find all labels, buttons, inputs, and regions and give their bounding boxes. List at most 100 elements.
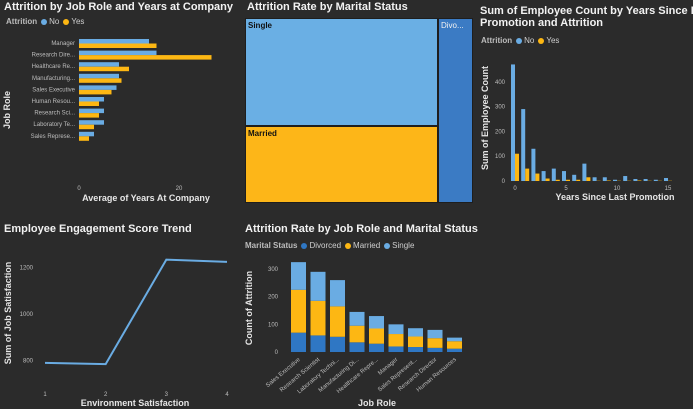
bar-yes bbox=[576, 179, 581, 181]
category-label: Laboratory Te... bbox=[33, 122, 75, 128]
panel1-title: Attrition by Job Role and Years at Compa… bbox=[4, 1, 234, 13]
y-tick: 0 bbox=[502, 179, 506, 185]
bar-divorced bbox=[349, 342, 365, 352]
bar-yes bbox=[566, 179, 570, 181]
y-tick: 100 bbox=[495, 154, 506, 160]
bar-divorced bbox=[330, 336, 345, 352]
bar-yes bbox=[535, 173, 540, 181]
treemap-divorced-label: Divo... bbox=[441, 21, 464, 30]
bar-no bbox=[633, 179, 638, 181]
x-tick: 5 bbox=[564, 186, 568, 192]
bar-yes bbox=[79, 136, 89, 141]
y-axis-label: Job Role bbox=[2, 91, 12, 129]
y-tick: 100 bbox=[268, 322, 279, 328]
bar-no bbox=[531, 148, 536, 181]
treemap-single[interactable]: Single bbox=[245, 18, 438, 126]
x-tick: 3 bbox=[165, 392, 169, 398]
bar-no bbox=[613, 179, 617, 181]
panel1-legend-title: Attrition bbox=[6, 17, 38, 26]
bar-no bbox=[79, 85, 117, 90]
legend-yes[interactable]: Yes bbox=[63, 17, 84, 26]
trend-line bbox=[44, 258, 228, 366]
bar-married bbox=[369, 328, 384, 344]
legend-married[interactable]: Married bbox=[345, 241, 380, 250]
x-axis-label: Environment Satisfaction bbox=[81, 398, 190, 408]
x-tick: 15 bbox=[665, 186, 672, 192]
bar-divorced bbox=[427, 347, 443, 352]
treemap-married-label: Married bbox=[248, 129, 277, 138]
x-axis-label: Job Role bbox=[358, 398, 396, 408]
bar-no bbox=[643, 179, 648, 181]
panel5-title: Attrition Rate by Job Role and Marital S… bbox=[245, 223, 478, 235]
y-axis-label: Sum of Job Satisfaction bbox=[3, 262, 13, 365]
x-axis-label: Average of Years At Company bbox=[82, 193, 210, 203]
bar-married bbox=[291, 289, 306, 333]
panel5-legend-title: Marital Status bbox=[245, 241, 298, 250]
bar-yes bbox=[586, 177, 591, 181]
legend-divorced[interactable]: Divorced bbox=[301, 241, 341, 250]
bar-no bbox=[562, 171, 566, 181]
bar-divorced bbox=[447, 348, 462, 352]
panel3-legend-title: Attrition bbox=[481, 36, 513, 45]
y-tick: 300 bbox=[268, 267, 279, 273]
panel-attrition-by-job-role: Attrition by Job Role and Years at Compa… bbox=[0, 0, 238, 205]
bar-divorced bbox=[408, 347, 423, 352]
panel4-chart: 800 1000 1200 1 2 3 4 Environment Satisfaction S… bbox=[3, 258, 229, 408]
legend-single[interactable]: Single bbox=[384, 241, 414, 250]
y-tick: 300 bbox=[495, 105, 506, 111]
bar-single bbox=[349, 311, 365, 326]
bar-divorced bbox=[388, 346, 404, 352]
bar-married bbox=[408, 336, 423, 348]
panel-marital-treemap: Attrition Rate by Marital Status Single … bbox=[243, 0, 475, 205]
bar-no bbox=[623, 176, 628, 181]
category-label: Research Dire... bbox=[32, 53, 76, 59]
bar-no bbox=[79, 39, 149, 44]
bar-yes bbox=[545, 178, 550, 181]
bar-yes bbox=[79, 43, 157, 48]
bar-single bbox=[330, 280, 345, 307]
legend-no[interactable]: No bbox=[516, 36, 534, 45]
bar-yes bbox=[79, 66, 129, 72]
bar-divorced bbox=[291, 332, 306, 352]
bar-no bbox=[79, 50, 157, 56]
x-tick: 4 bbox=[225, 392, 229, 398]
bar-single bbox=[408, 328, 423, 337]
y-tick: 0 bbox=[275, 350, 279, 356]
panel3-legend: Attrition No Yes bbox=[481, 36, 559, 45]
bar-no bbox=[572, 174, 577, 181]
bar-no bbox=[602, 177, 607, 181]
bar-no bbox=[79, 97, 104, 102]
bar-married bbox=[330, 306, 345, 337]
x-tick: 1 bbox=[43, 392, 47, 398]
panel-role-marital-stacked: Attrition Rate by Job Role and Marital S… bbox=[240, 218, 478, 409]
panel2-title: Attrition Rate by Marital Status bbox=[247, 1, 408, 13]
bar-yes bbox=[525, 168, 530, 181]
panel1-legend: Attrition No Yes bbox=[6, 17, 84, 26]
panel3-title-line1: Sum of Employee Count by Years Since Las… bbox=[480, 5, 693, 17]
bar-single bbox=[310, 271, 326, 301]
category-label: Human Resou... bbox=[32, 99, 76, 105]
bar-single bbox=[427, 329, 443, 339]
y-tick: 200 bbox=[495, 129, 506, 135]
y-tick: 200 bbox=[268, 295, 279, 301]
bar-yes bbox=[79, 124, 94, 130]
bar-married bbox=[427, 338, 443, 348]
legend-no[interactable]: No bbox=[41, 17, 59, 26]
y-tick: 1000 bbox=[20, 312, 34, 318]
bar-yes bbox=[79, 78, 122, 83]
treemap-divorced[interactable]: Divo... bbox=[438, 18, 473, 203]
x-tick: 20 bbox=[176, 186, 183, 192]
bar-divorced bbox=[369, 343, 384, 352]
bar-single bbox=[447, 337, 462, 342]
treemap-married[interactable]: Married bbox=[245, 126, 438, 203]
bar-no bbox=[582, 163, 587, 181]
panel5-legend: Marital Status Divorced Married Single bbox=[245, 241, 414, 250]
bar-single bbox=[388, 324, 404, 335]
bar-married bbox=[310, 300, 326, 336]
legend-yes[interactable]: Yes bbox=[538, 36, 559, 45]
bar-yes bbox=[515, 153, 519, 181]
bar-no bbox=[664, 178, 668, 181]
category-label: Manager bbox=[51, 41, 75, 47]
x-axis-label: Years Since Last Promotion bbox=[555, 192, 674, 202]
